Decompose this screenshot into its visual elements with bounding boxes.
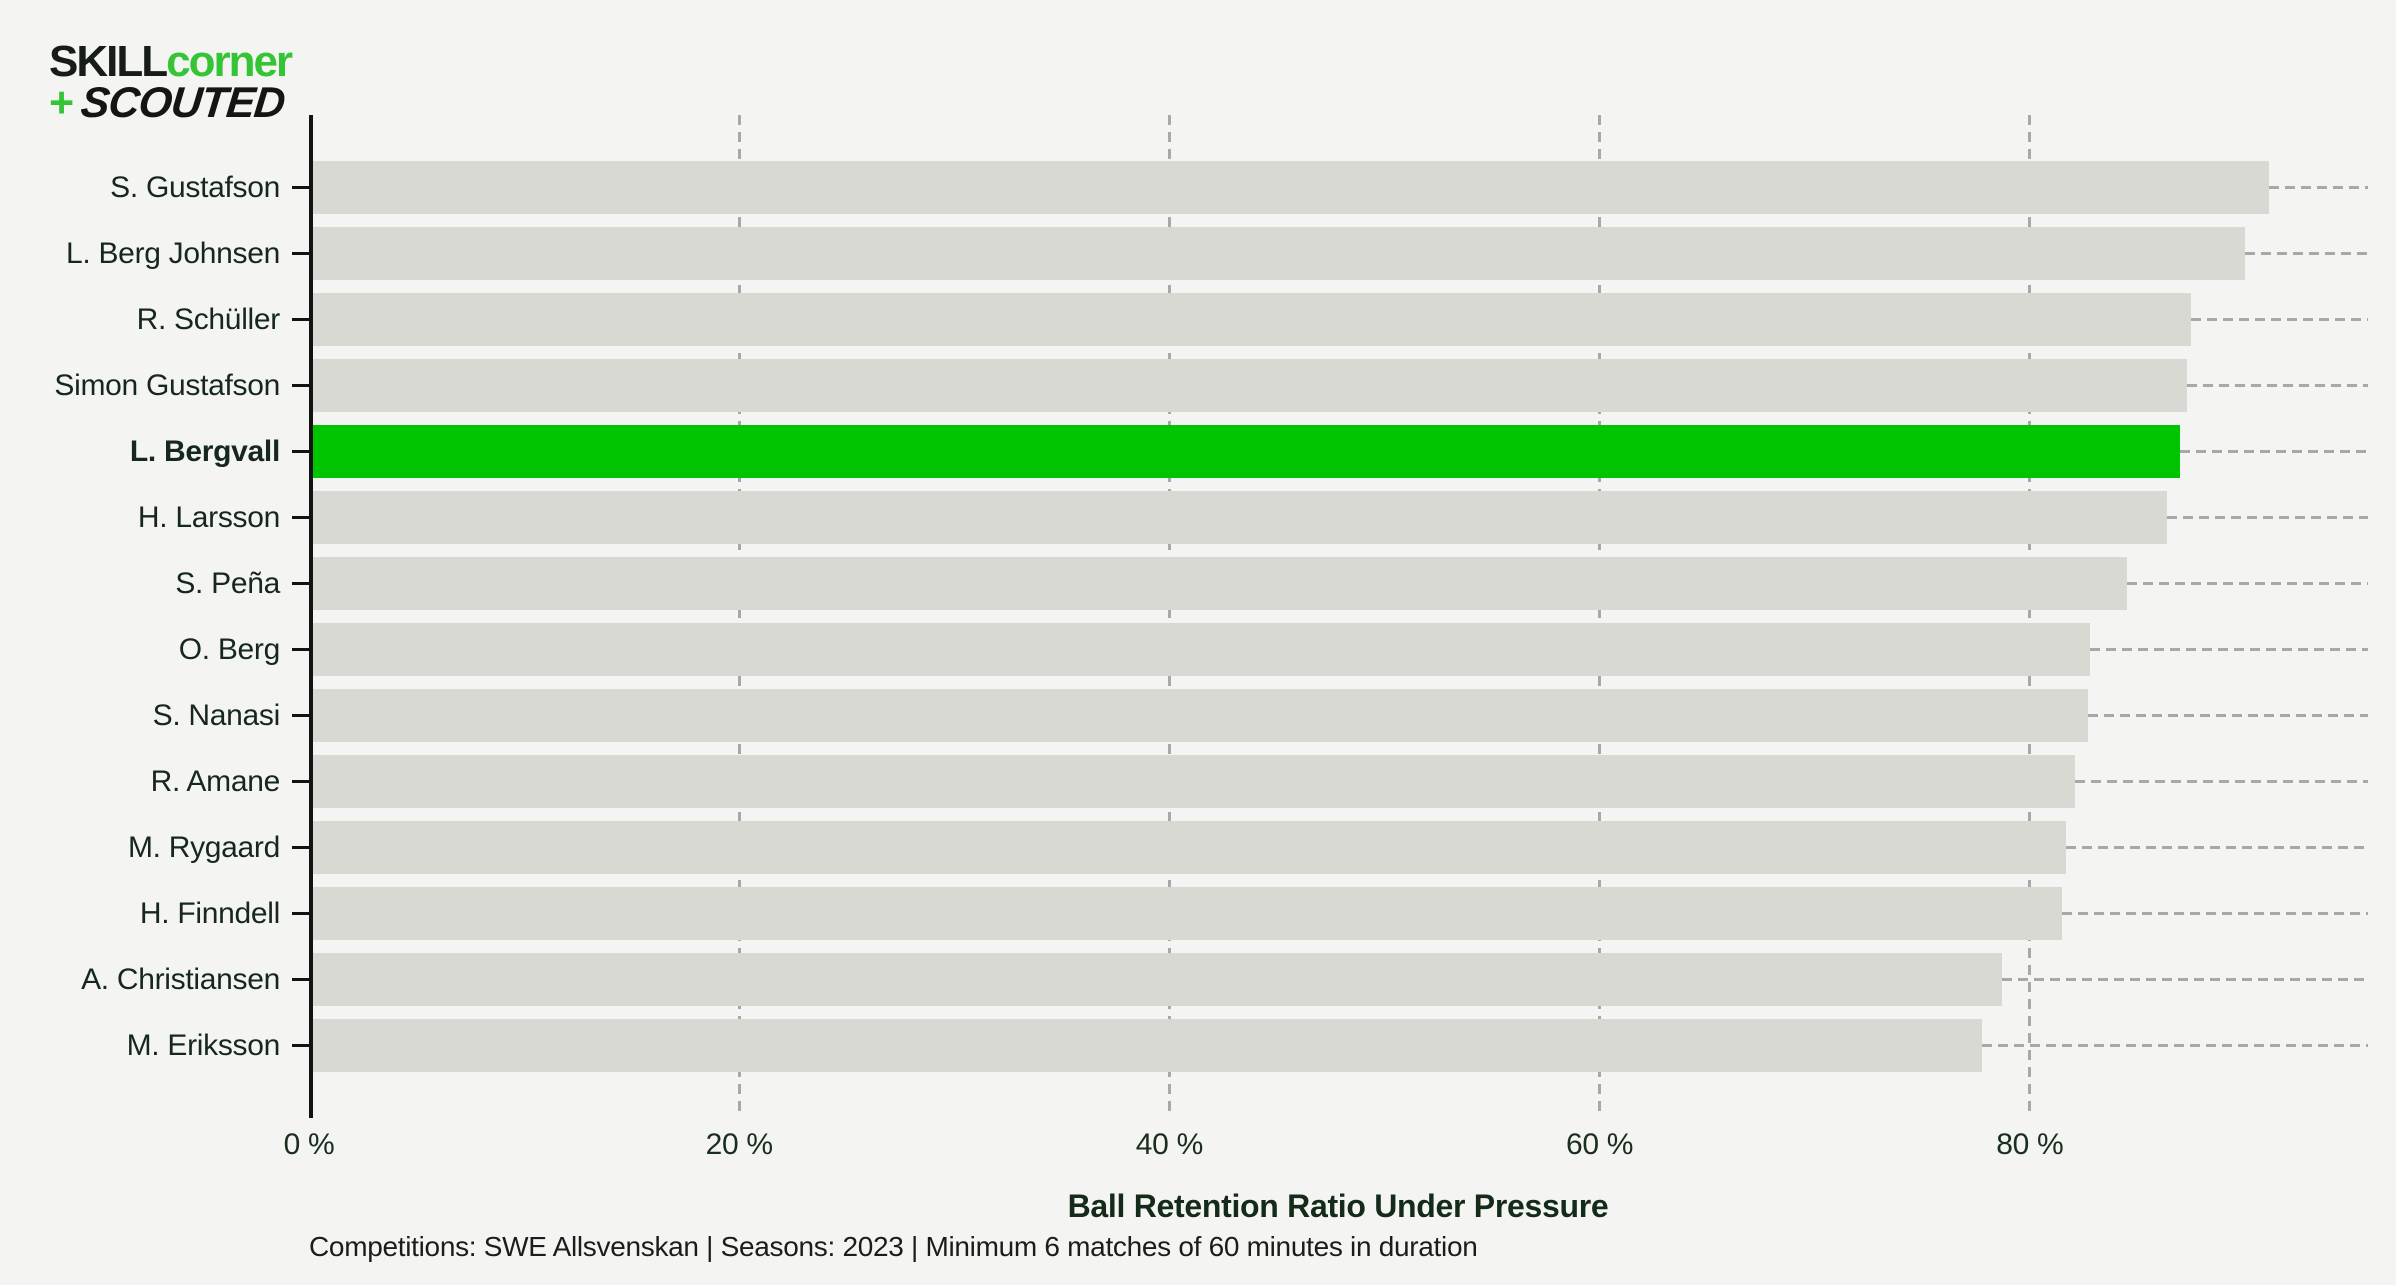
leader-line (2191, 318, 2368, 321)
logo-scouted-text: SCOUTED (78, 79, 287, 127)
y-tick (292, 846, 309, 849)
logo-line-skillcorner: SKILLcorner (49, 37, 293, 86)
y-tick (292, 978, 309, 981)
leader-line (2187, 384, 2368, 387)
logo-corner-text: corner (166, 37, 293, 86)
logo-line-scouted: + SCOUTED (49, 79, 291, 127)
player-label: M. Eriksson (126, 1028, 281, 1062)
y-tick (292, 714, 309, 717)
x-tick-label: 60 % (1566, 1128, 1634, 1161)
x-tick-label: 20 % (705, 1128, 773, 1161)
player-label: L. Bergvall (129, 434, 280, 468)
bar (313, 359, 2187, 412)
leader-line (1982, 1044, 2368, 1047)
y-tick (292, 450, 309, 453)
leader-line (2075, 780, 2368, 783)
y-tick (292, 318, 309, 321)
logo-plus-icon: + (49, 79, 74, 127)
leader-line (2245, 252, 2368, 255)
player-label: S. Gustafson (110, 170, 280, 204)
bar (313, 491, 2167, 544)
player-label: R. Amane (150, 764, 281, 798)
y-tick (292, 516, 309, 519)
y-tick (292, 912, 309, 915)
leader-line (2167, 516, 2368, 519)
bar (313, 821, 2066, 874)
gridline-20-percent (737, 115, 741, 1118)
x-tick-label: 0 % (283, 1128, 335, 1161)
leader-line (2062, 912, 2368, 915)
bar (313, 887, 2062, 940)
y-tick (292, 1044, 309, 1047)
bar (313, 1019, 1982, 1072)
player-label: A. Christiansen (81, 962, 280, 996)
gridline-80-percent (2028, 115, 2032, 1118)
player-label: S. Peña (175, 566, 280, 600)
y-tick (292, 648, 309, 651)
bar (313, 293, 2191, 346)
chart-footnote: Competitions: SWE Allsvenskan | Seasons:… (309, 1231, 1478, 1262)
player-label: S. Nanasi (152, 698, 281, 732)
logo-skill-text: SKILL (49, 37, 168, 86)
x-axis-title: Ball Retention Ratio Under Pressure (1067, 1188, 1609, 1224)
leader-line (2088, 714, 2368, 717)
y-tick (292, 780, 309, 783)
skillcorner-scouted-logo: SKILLcorner + SCOUTED (49, 37, 293, 128)
bar (313, 755, 2075, 808)
leader-line (2180, 450, 2368, 453)
bar (313, 161, 2269, 214)
player-label: L. Berg Johnsen (66, 236, 280, 270)
bar (313, 689, 2088, 742)
gridline-60-percent (1598, 115, 1602, 1118)
bar-highlighted (313, 425, 2180, 478)
leader-line (2066, 846, 2368, 849)
player-label: H. Larsson (137, 500, 280, 534)
y-axis-line (309, 115, 313, 1118)
bar (313, 623, 2090, 676)
y-tick (292, 186, 309, 189)
player-label: R. Schüller (136, 302, 281, 336)
y-tick (292, 252, 309, 255)
gridline-40-percent (1167, 115, 1171, 1118)
leader-line (2002, 978, 2368, 981)
y-tick (292, 582, 309, 585)
x-tick-label: 40 % (1135, 1128, 1203, 1161)
leader-line (2127, 582, 2368, 585)
x-tick-label: 80 % (1996, 1128, 2064, 1161)
player-label: H. Finndell (139, 896, 280, 930)
leader-line (2090, 648, 2368, 651)
player-label: Simon Gustafson (54, 368, 280, 402)
bar (313, 557, 2127, 610)
player-label: O. Berg (178, 632, 281, 666)
bar (313, 953, 2002, 1006)
player-label: M. Rygaard (127, 830, 280, 864)
leader-line (2269, 186, 2368, 189)
bar (313, 227, 2245, 280)
y-tick (292, 384, 309, 387)
